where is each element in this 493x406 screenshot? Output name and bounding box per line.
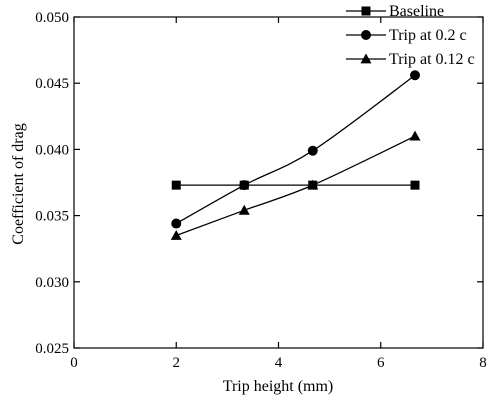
ticks: 0 2 4 6 8 0.025 0.030 0.035 0.040 0.045 0.050 [35,10,487,371]
series-triangle [170,130,421,240]
legend-item: Trip at 0.2 c [346,27,467,44]
series-circle [171,70,421,229]
y-tick-label: 0.025 [35,341,69,357]
data-point-triangle [307,179,319,190]
x-axis-label: Trip height (mm) [223,378,334,395]
data-point-square [410,180,420,190]
x-tick-label: 0 [70,355,78,371]
data-point-circle [307,145,318,156]
legend-marker-circle [361,30,371,40]
series-layer [170,70,421,240]
legend-label: Trip at 0.2 c [389,27,467,44]
y-axis-label: Coefficient of drag [10,123,27,244]
y-tick-label: 0.035 [35,209,69,225]
data-point-circle [239,180,250,191]
data-point-triangle [238,204,250,215]
legend-label: Baseline [389,3,444,20]
x-tick-label: 8 [479,355,487,371]
y-tick-label: 0.040 [35,142,69,158]
x-tick-label: 2 [173,355,181,371]
y-tick-label: 0.030 [35,275,69,291]
y-tick-label: 0.050 [35,10,69,26]
data-point-triangle [409,130,421,141]
x-tick-label: 6 [377,355,385,371]
legend-item: Baseline [346,3,444,20]
series-line [175,74,416,225]
y-tick-label: 0.045 [35,76,69,92]
series-square [171,180,420,190]
data-point-square [171,180,181,190]
legend-marker-square [361,6,371,16]
legend: Baseline Trip at 0.2 c Trip at 0.12 c [346,3,475,68]
legend-label: Trip at 0.12 c [389,51,475,68]
x-tick-label: 4 [275,355,283,371]
data-point-circle [171,218,182,229]
data-point-triangle [170,229,182,240]
series-line [176,135,416,237]
legend-item: Trip at 0.12 c [346,51,475,68]
data-point-circle [410,70,421,81]
legend-marker-triangle [360,53,372,64]
